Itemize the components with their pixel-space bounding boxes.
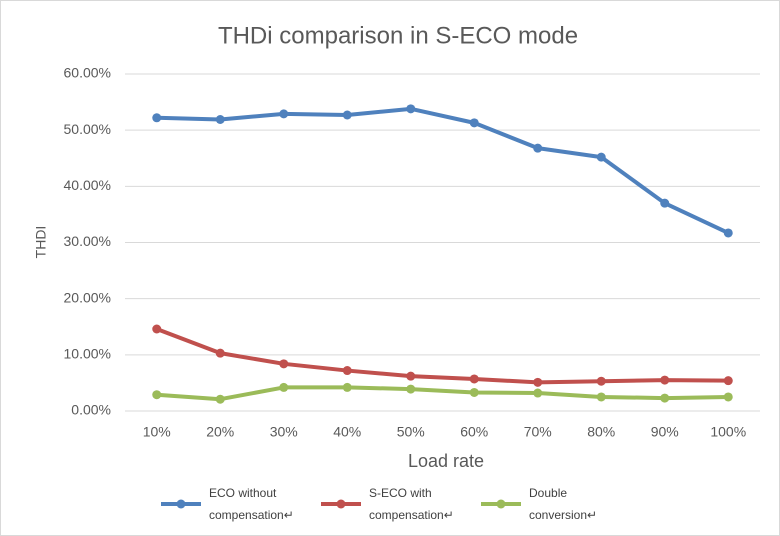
legend-marker bbox=[176, 499, 186, 509]
data-point bbox=[406, 384, 416, 394]
x-tick-label: 70% bbox=[524, 424, 552, 440]
legend-label: Double conversion↵ bbox=[529, 486, 598, 522]
legend: ECO without compensation↵ S-ECO with comp… bbox=[0, 482, 780, 526]
legend-swatch bbox=[161, 499, 201, 509]
data-point bbox=[342, 382, 352, 392]
y-axis-label: THDI bbox=[33, 226, 49, 259]
x-tick-label: 10% bbox=[143, 424, 171, 440]
y-tick-label: 30.00% bbox=[64, 233, 111, 249]
x-axis-label: Load rate bbox=[408, 451, 484, 471]
series-line bbox=[156, 327, 729, 385]
x-tick-label: 90% bbox=[651, 424, 679, 440]
data-point bbox=[279, 109, 289, 119]
chart-title: THDi comparison in S-ECO mode bbox=[218, 22, 578, 49]
data-point bbox=[406, 104, 416, 114]
legend-swatch bbox=[481, 499, 521, 509]
data-point bbox=[596, 392, 606, 402]
legend-marker bbox=[336, 499, 346, 509]
data-point bbox=[469, 118, 479, 128]
data-point bbox=[215, 348, 225, 358]
data-point bbox=[152, 324, 162, 334]
data-point bbox=[469, 387, 479, 397]
series-line bbox=[156, 106, 730, 235]
data-point bbox=[152, 113, 162, 123]
x-tick-label: 40% bbox=[333, 424, 361, 440]
legend-label: S-ECO with compensation↵ bbox=[369, 486, 454, 522]
x-tick-label: 100% bbox=[710, 424, 746, 440]
data-point bbox=[469, 374, 479, 384]
data-point bbox=[533, 377, 543, 387]
legend-item: S-ECO with compensation↵ bbox=[319, 482, 461, 526]
data-point bbox=[596, 152, 606, 162]
y-tick-label: 40.00% bbox=[64, 177, 111, 193]
data-point bbox=[723, 228, 733, 238]
data-point bbox=[406, 371, 416, 381]
data-point bbox=[279, 382, 289, 392]
legend-marker bbox=[496, 499, 506, 509]
legend-item: ECO without compensation↵ bbox=[159, 482, 301, 526]
data-point bbox=[342, 366, 352, 376]
data-point bbox=[533, 143, 543, 153]
legend-item: Double conversion↵ bbox=[479, 482, 621, 526]
data-point bbox=[660, 198, 670, 208]
data-point bbox=[279, 359, 289, 369]
data-point bbox=[660, 393, 670, 403]
data-point bbox=[152, 390, 162, 400]
y-tick-label: 10.00% bbox=[64, 346, 111, 362]
y-tick-label: 50.00% bbox=[64, 121, 111, 137]
legend-label: ECO without compensation↵ bbox=[209, 486, 294, 522]
x-tick-label: 50% bbox=[397, 424, 425, 440]
y-tick-label: 0.00% bbox=[71, 402, 111, 418]
data-point bbox=[660, 375, 670, 385]
data-point bbox=[723, 392, 733, 402]
data-point bbox=[215, 114, 225, 124]
data-point bbox=[215, 394, 225, 404]
legend-swatch bbox=[321, 499, 361, 509]
x-tick-label: 60% bbox=[460, 424, 488, 440]
x-tick-label: 80% bbox=[587, 424, 615, 440]
x-tick-label: 30% bbox=[270, 424, 298, 440]
y-tick-label: 60.00% bbox=[64, 65, 111, 81]
data-point bbox=[596, 376, 606, 386]
data-point bbox=[723, 376, 733, 386]
x-tick-label: 20% bbox=[206, 424, 234, 440]
series-line bbox=[156, 385, 729, 402]
data-point bbox=[533, 388, 543, 398]
y-tick-label: 20.00% bbox=[64, 289, 111, 305]
data-point bbox=[342, 110, 352, 120]
